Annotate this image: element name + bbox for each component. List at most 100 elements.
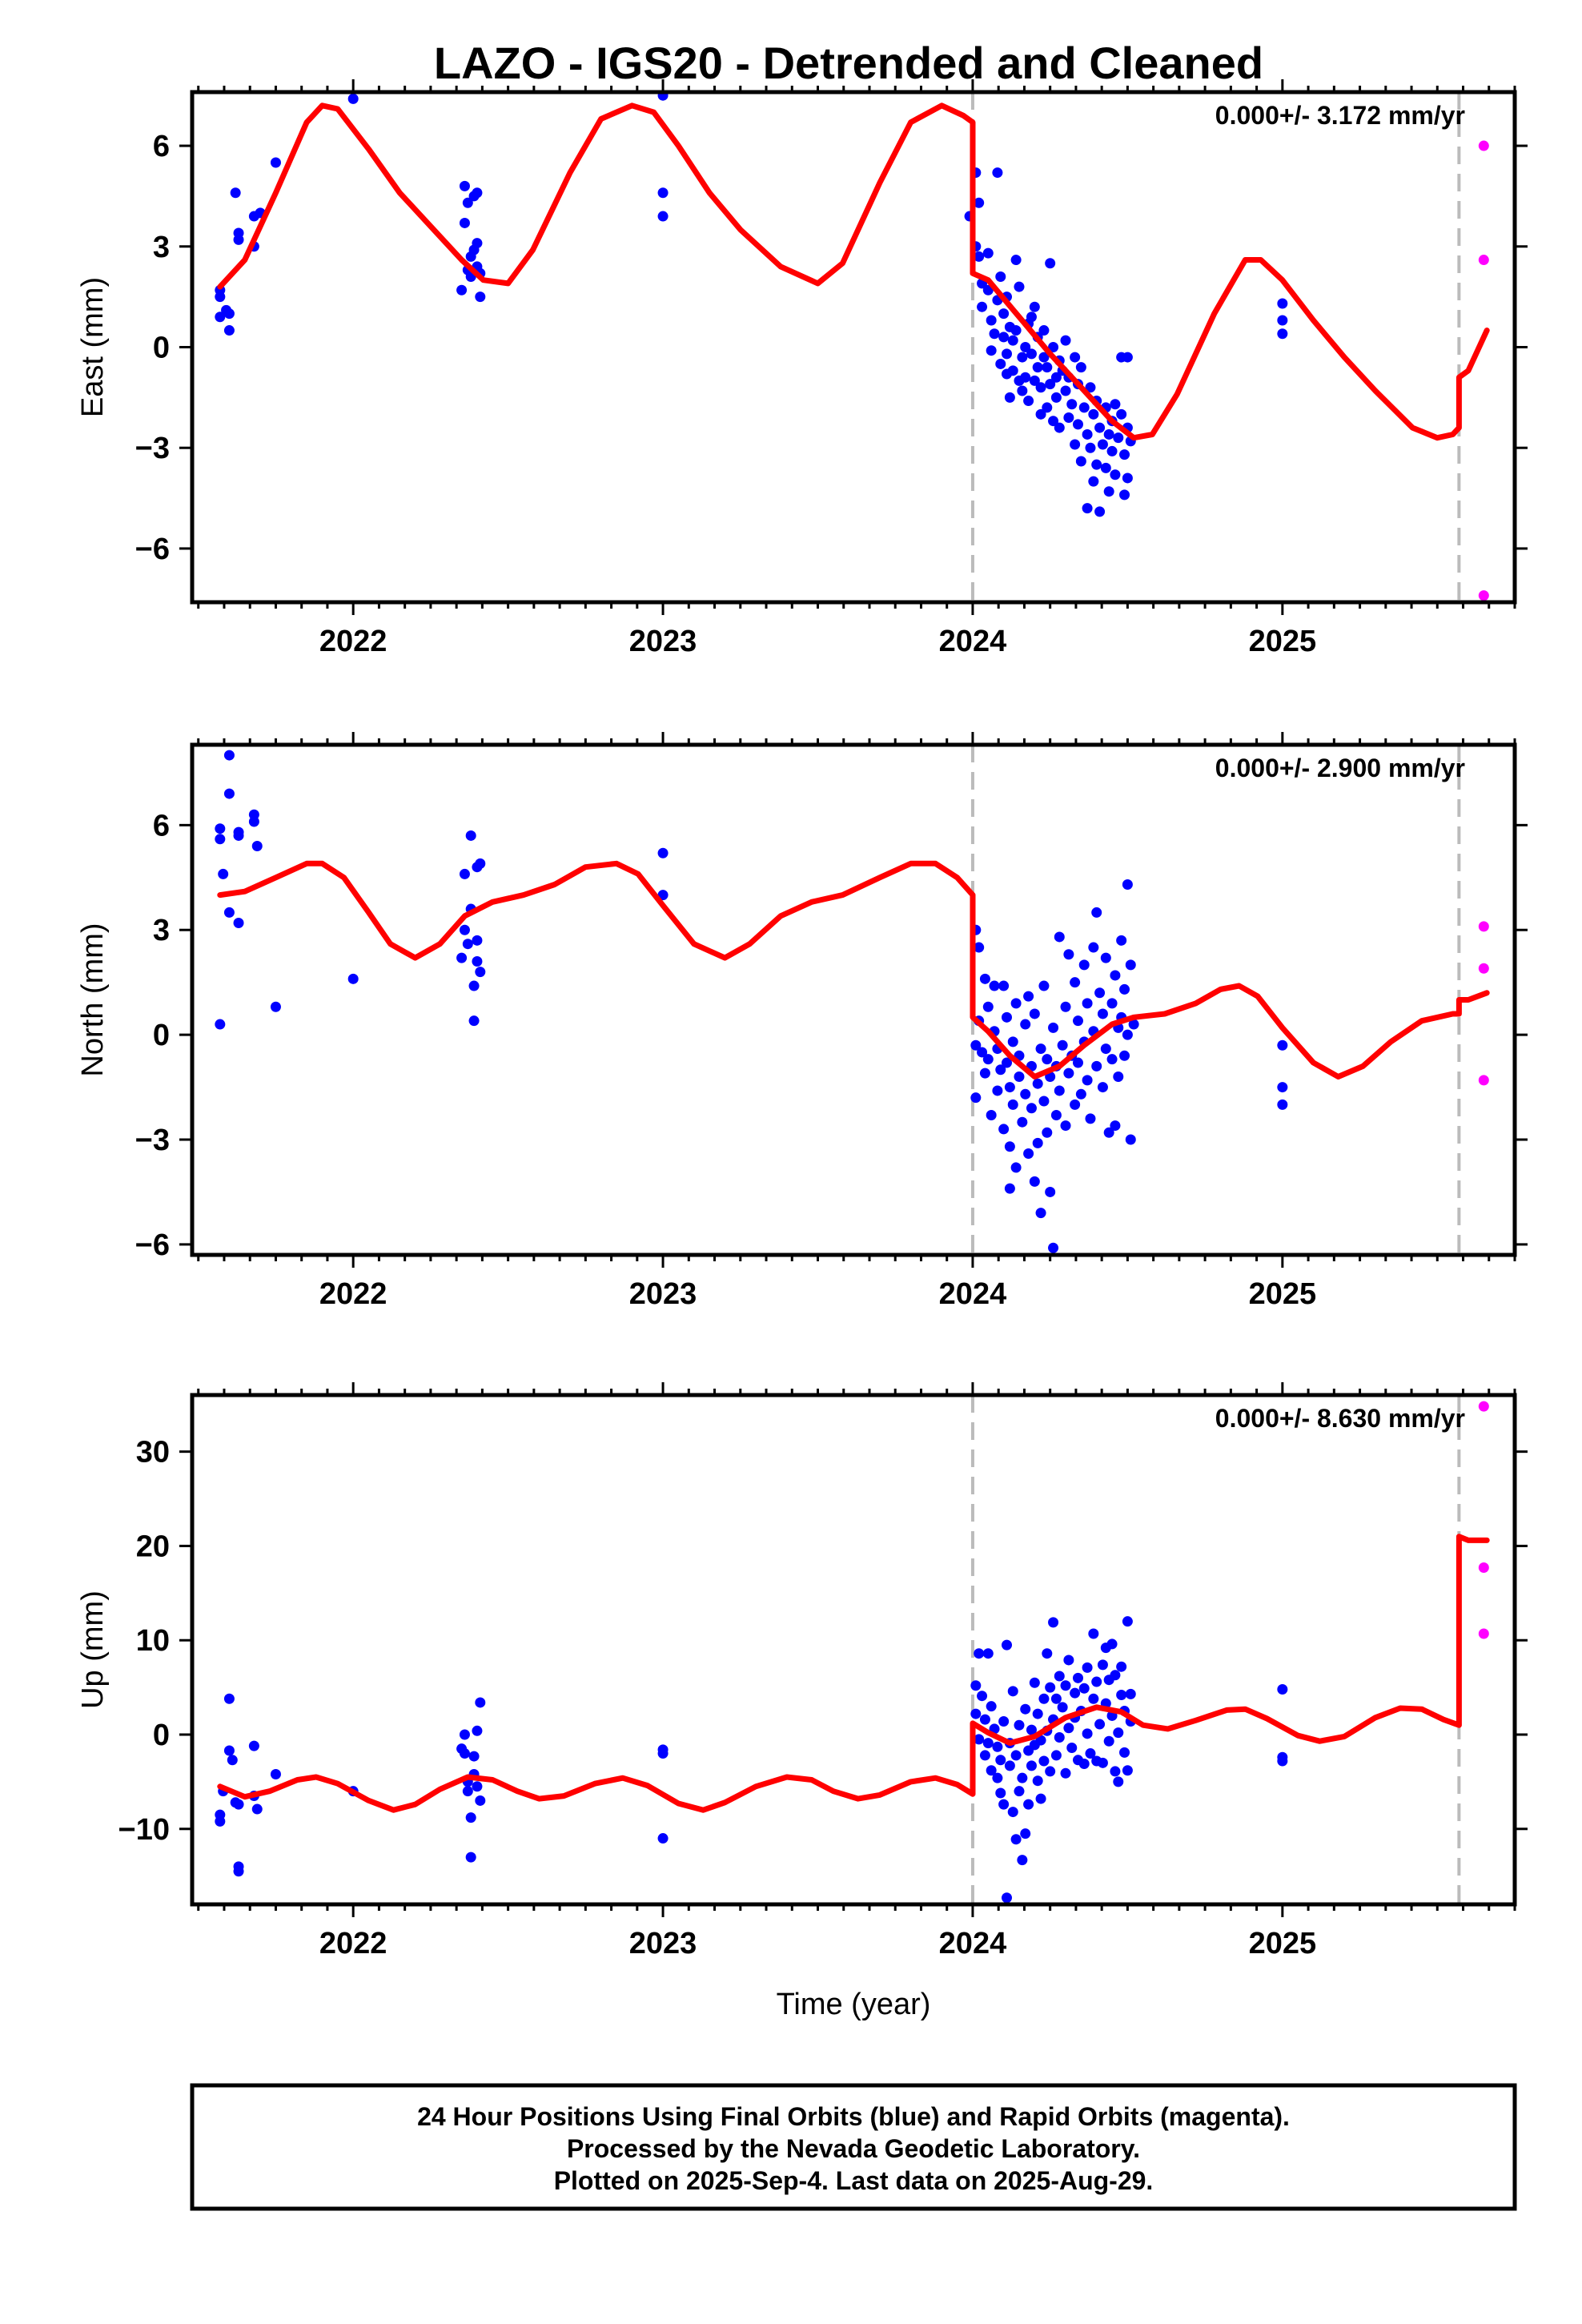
east-final-orbit-point	[1020, 372, 1031, 383]
east-final-orbit-point	[215, 312, 226, 323]
east-final-orbit-point	[459, 217, 470, 228]
east-final-orbit-point	[1032, 362, 1043, 373]
north-final-orbit-point	[1032, 1078, 1043, 1089]
north-final-orbit-point	[977, 1047, 988, 1058]
north-final-orbit-point	[1063, 949, 1074, 960]
up-final-orbit-point	[1014, 1719, 1025, 1731]
east-final-orbit-point	[1088, 408, 1099, 420]
north-final-orbit-point	[979, 973, 990, 984]
up-final-orbit-point	[1057, 1702, 1068, 1713]
east-final-orbit-point	[230, 187, 241, 199]
east-final-orbit-point	[1007, 335, 1018, 346]
north-final-orbit-point	[1100, 952, 1111, 963]
north-final-orbit-point	[1097, 1082, 1108, 1093]
north-final-orbit-point	[989, 980, 1000, 991]
up-final-orbit-point	[1026, 1724, 1037, 1735]
up-final-orbit-point	[1054, 1671, 1065, 1682]
north-final-orbit-point	[1035, 1043, 1046, 1055]
north-final-orbit-point	[1110, 970, 1121, 981]
north-final-orbit-point	[998, 980, 1010, 991]
north-y-tick-label: 6	[153, 809, 170, 842]
east-rapid-orbit-point	[1478, 140, 1489, 151]
east-final-orbit-point	[1020, 342, 1031, 352]
north-final-orbit-point	[1010, 1162, 1022, 1173]
east-final-orbit-point	[1014, 281, 1025, 292]
north-model-curve	[217, 860, 1490, 1080]
up-final-orbit-point	[1063, 1723, 1074, 1734]
north-final-orbit-point	[1035, 1208, 1046, 1219]
east-final-orbit-point	[1002, 348, 1013, 360]
up-final-orbit-point	[270, 1768, 281, 1779]
east-final-orbit-point	[1042, 362, 1053, 373]
north-final-orbit-point	[995, 1064, 1006, 1076]
north-final-orbit-point	[1032, 1137, 1043, 1148]
up-final-orbit-point	[251, 1803, 263, 1815]
east-final-orbit-point	[1007, 365, 1018, 376]
north-final-orbit-point	[974, 942, 985, 953]
up-final-orbit-point	[1078, 1759, 1090, 1770]
north-final-orbit-point	[1119, 1050, 1130, 1061]
north-final-orbit-point	[1048, 1022, 1059, 1033]
east-final-orbit-point	[1023, 396, 1034, 407]
north-final-orbit-point	[1075, 1088, 1086, 1100]
east-final-orbit-point	[1066, 399, 1078, 410]
north-final-orbit-point	[982, 1001, 994, 1012]
up-model-curve	[217, 1534, 1490, 1813]
north-final-orbit-point	[1023, 1148, 1034, 1159]
footer-line-3: Plotted on 2025-Sep-4. Last data on 2025…	[554, 2166, 1154, 2195]
east-final-orbit-point	[995, 358, 1006, 369]
east-final-orbit-point	[1038, 352, 1050, 363]
up-final-orbit-point	[1014, 1786, 1025, 1797]
up-final-orbit-point	[1042, 1648, 1053, 1659]
north-final-orbit-point	[475, 967, 486, 978]
north-final-orbit-point	[1125, 1134, 1136, 1145]
up-final-orbit-point	[468, 1751, 480, 1762]
up-final-orbit-point	[1110, 1670, 1121, 1681]
north-final-orbit-point	[1020, 1019, 1031, 1030]
east-y-tick-label: −6	[135, 533, 170, 566]
up-final-orbit-point	[1113, 1727, 1124, 1739]
up-final-orbit-point	[1045, 1766, 1056, 1777]
up-final-orbit-point	[1277, 1755, 1288, 1767]
up-final-orbit-point	[1010, 1834, 1022, 1845]
east-final-orbit-point	[1029, 375, 1040, 386]
east-final-orbit-point	[1110, 399, 1121, 410]
north-final-orbit-point	[1007, 1036, 1018, 1047]
north-final-orbit-point	[1128, 1019, 1139, 1030]
north-rapid-orbit-point	[1478, 963, 1489, 974]
east-final-orbit-point	[1060, 385, 1071, 396]
north-final-orbit-point	[970, 1092, 982, 1104]
up-final-orbit-point	[970, 1680, 982, 1691]
up-final-orbit-point	[465, 1852, 476, 1863]
east-final-orbit-point	[977, 301, 988, 312]
up-final-orbit-point	[1026, 1760, 1037, 1771]
up-final-orbit-point	[459, 1748, 470, 1759]
up-final-orbit-point	[233, 1866, 244, 1877]
east-final-orbit-point	[1045, 258, 1056, 269]
north-final-orbit-point	[1057, 1039, 1068, 1051]
north-final-orbit-point	[1023, 991, 1034, 1002]
up-final-orbit-point	[1004, 1760, 1015, 1771]
east-panel: 2022 2023 2024 2025 6 3 0 −3 −6 East (mm) 0.000+/-…	[76, 79, 1528, 658]
up-x-tick-label: 2023	[629, 1927, 697, 1960]
east-rapid-orbit-point	[1478, 255, 1489, 266]
up-final-orbit-point	[1113, 1776, 1124, 1787]
east-x-tick-label: 2024	[939, 625, 1007, 658]
east-final-orbit-point	[270, 157, 281, 168]
up-final-orbit-point	[979, 1750, 990, 1761]
up-final-orbit-point	[1060, 1680, 1071, 1691]
up-final-orbit-point	[465, 1812, 476, 1823]
north-final-orbit-point	[1038, 1096, 1050, 1107]
up-final-orbit-point	[974, 1734, 985, 1745]
up-final-orbit-point	[1116, 1690, 1127, 1701]
north-final-orbit-point	[472, 935, 483, 946]
up-final-orbit-point	[475, 1795, 486, 1806]
up-final-orbit-point	[472, 1781, 483, 1792]
up-final-orbit-point	[995, 1787, 1006, 1799]
up-final-orbit-point	[215, 1815, 226, 1827]
up-final-orbit-point	[1020, 1828, 1031, 1839]
east-final-orbit-point	[992, 167, 1003, 179]
up-rapid-orbit-point	[1478, 1628, 1489, 1639]
up-rapid-orbit-point	[1478, 1401, 1489, 1412]
north-final-orbit-point	[1088, 942, 1099, 953]
